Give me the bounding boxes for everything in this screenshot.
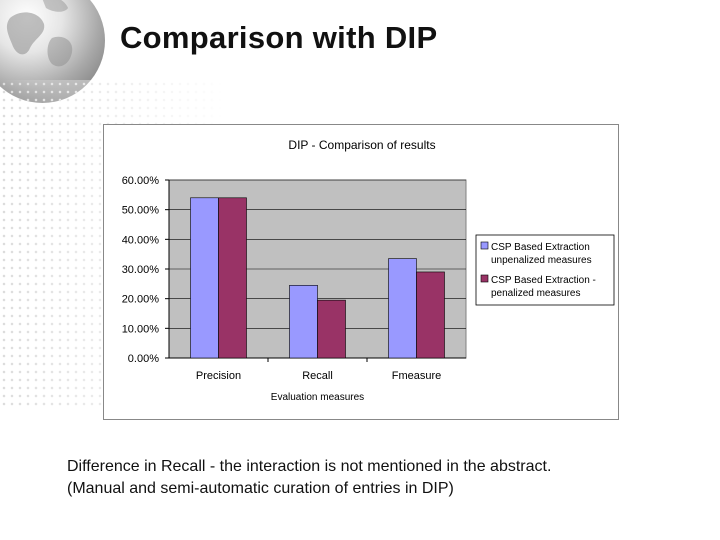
y-tick-label: 20.00% (122, 294, 160, 306)
y-tick-label: 60.00% (122, 175, 160, 187)
bar-precision-series-2 (218, 197, 247, 359)
slide-caption: Difference in Recall - the interaction i… (67, 456, 687, 500)
y-tick-label: 30.00% (122, 264, 160, 276)
legend-label: CSP Based Extraction - (491, 275, 596, 286)
chart-container: DIP - Comparison of results 0.00% 10.00% 20… (103, 124, 619, 420)
caption-line-1: Difference in Recall - the interaction i… (67, 458, 552, 475)
x-tick-label: Fmeasure (392, 370, 442, 382)
bar-fmeasure-series-2 (416, 271, 445, 359)
x-tick-label: Recall (302, 370, 333, 382)
chart-title: DIP - Comparison of results (288, 138, 435, 152)
legend-label-line-2: penalized measures (491, 288, 581, 299)
legend-label-line-2: unpenalized measures (491, 255, 592, 266)
bar-chart: DIP - Comparison of results 0.00% 10.00% 20… (122, 138, 615, 403)
y-tick-label: 0.00% (128, 353, 159, 365)
y-tick-label: 50.00% (122, 205, 160, 217)
legend-box (475, 234, 615, 306)
x-axis-label: Evaluation measures (271, 392, 364, 403)
x-tick-label: Precision (196, 370, 241, 382)
bar-fmeasure-series-1 (388, 258, 417, 359)
bar-precision-series-1 (190, 197, 219, 359)
legend-swatch (480, 241, 489, 250)
slide-title: Comparison with DIP (120, 20, 438, 55)
bar-recall-series-2 (317, 299, 346, 359)
y-tick-label: 10.00% (122, 323, 160, 335)
globe-icon (6, 0, 73, 67)
caption-line-2: (Manual and semi-automatic curation of e… (67, 480, 454, 497)
legend-swatch (480, 274, 489, 283)
legend-label: CSP Based Extraction (491, 242, 590, 253)
y-tick-label: 40.00% (122, 234, 160, 246)
bar-recall-series-1 (289, 285, 318, 359)
